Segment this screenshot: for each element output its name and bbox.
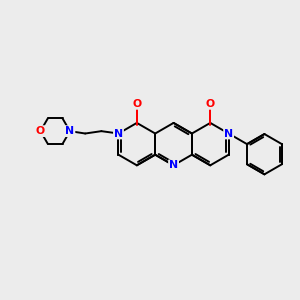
- Text: O: O: [206, 99, 215, 109]
- Text: N: N: [65, 126, 74, 136]
- Text: N: N: [224, 128, 233, 139]
- Text: O: O: [36, 126, 45, 136]
- Text: N: N: [169, 160, 178, 170]
- Text: N: N: [114, 128, 123, 139]
- Text: O: O: [132, 99, 141, 109]
